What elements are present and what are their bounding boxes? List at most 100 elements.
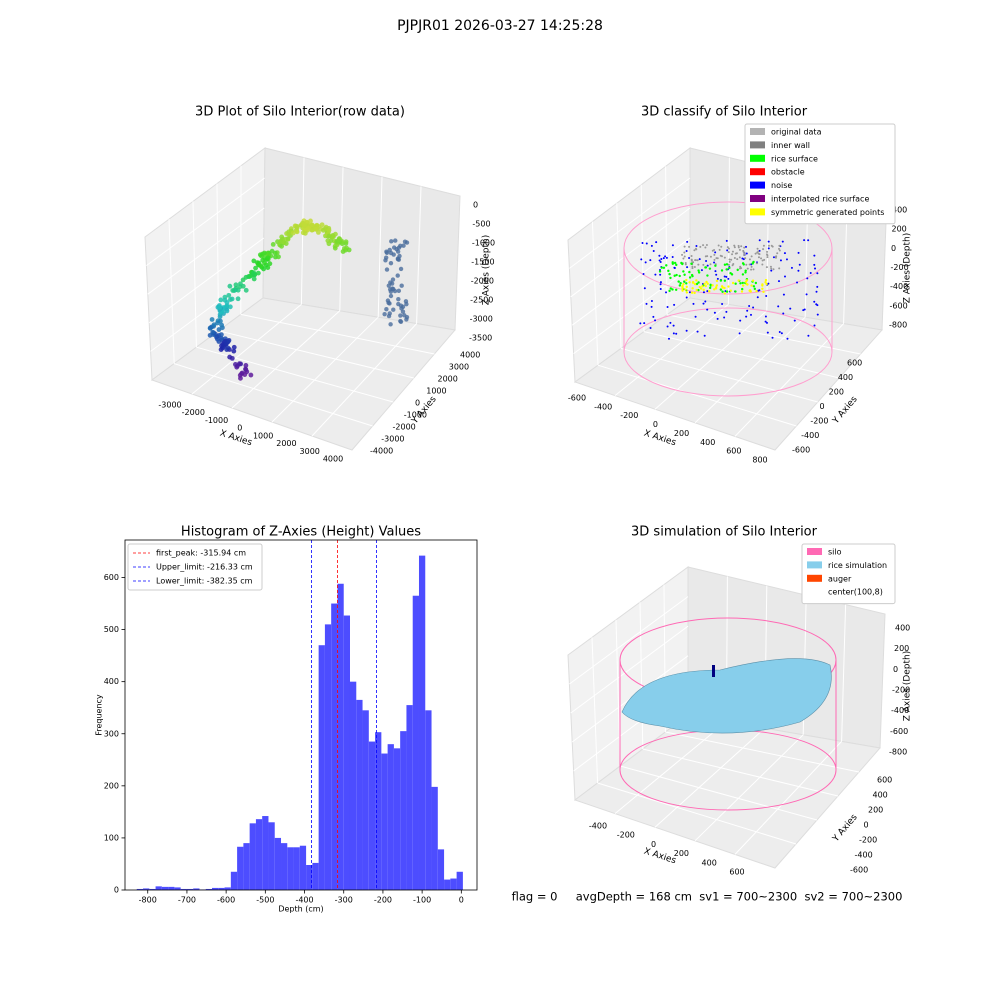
decor-point xyxy=(388,322,393,327)
yticks-label: 200 xyxy=(868,806,883,815)
pane-grid xyxy=(666,314,861,355)
decor-point xyxy=(704,284,707,288)
pane-grid xyxy=(416,186,422,324)
decor-point xyxy=(697,288,700,292)
xticks-label: -400 xyxy=(589,822,607,831)
decor-point xyxy=(706,290,709,293)
pane-grid xyxy=(570,625,689,714)
decor-point xyxy=(765,266,768,269)
zticks-label: -3500 xyxy=(469,334,492,343)
decor-point xyxy=(262,260,267,266)
decor-point xyxy=(690,291,694,294)
pane-grid xyxy=(614,304,729,396)
decor-point xyxy=(762,244,765,247)
decor-point xyxy=(767,240,770,243)
decor-point xyxy=(681,284,684,288)
decor-point xyxy=(730,258,733,261)
bar xyxy=(444,879,451,890)
decor-point xyxy=(745,252,748,255)
decor-point xyxy=(726,246,729,249)
decor-point xyxy=(697,263,700,266)
decor-point xyxy=(725,275,728,278)
decor-point xyxy=(720,245,723,248)
pane-floor xyxy=(573,714,881,869)
decor-point xyxy=(325,238,331,244)
decor-point xyxy=(725,310,728,313)
zticks-label: -200 xyxy=(891,263,909,272)
decor-point xyxy=(290,230,296,236)
pane-grid xyxy=(597,782,797,845)
decor-point xyxy=(706,274,709,277)
legend-swatch xyxy=(750,141,765,149)
decor-point xyxy=(719,279,723,282)
decor-point xyxy=(763,258,766,261)
decor-point xyxy=(673,274,676,277)
decor-point xyxy=(300,230,306,236)
pane-grid xyxy=(311,323,417,437)
xticks-label: -1000 xyxy=(205,416,228,425)
bar xyxy=(362,710,369,890)
pane-grid xyxy=(642,748,839,797)
legend-swatch xyxy=(750,154,765,162)
decor-point xyxy=(692,302,695,305)
decor-point xyxy=(741,262,745,265)
decor-point xyxy=(227,283,233,289)
decor-point xyxy=(809,271,812,274)
legend-label: first_peak: -315.94 cm xyxy=(156,549,246,558)
decor-point xyxy=(767,247,770,250)
decor-point xyxy=(781,240,784,243)
decor-point xyxy=(727,251,730,254)
x-tick-label: -500 xyxy=(256,896,274,905)
decor-point xyxy=(398,313,403,318)
legend-label: inner wall xyxy=(771,141,810,150)
decor-point xyxy=(340,249,346,254)
decor-point xyxy=(227,354,233,360)
decor-point xyxy=(671,256,674,259)
decor-point xyxy=(659,283,662,286)
decor-point xyxy=(695,248,698,251)
z-axis-label: Z Axies (Depth) xyxy=(903,233,913,304)
decor-point xyxy=(693,265,696,268)
decor-point xyxy=(388,293,394,299)
decor-point xyxy=(739,265,742,268)
title: 3D classify of Silo Interior xyxy=(641,105,808,120)
decor-point xyxy=(807,239,810,242)
decor-point xyxy=(764,315,767,318)
zticks-label: -600 xyxy=(890,301,908,310)
decor-point xyxy=(320,227,326,233)
decor-point xyxy=(233,361,238,367)
decor-point xyxy=(252,272,258,277)
decor-point xyxy=(399,283,404,288)
decor-point xyxy=(778,249,781,252)
pane-grid xyxy=(620,347,818,403)
x-axis-label: X Axies xyxy=(218,429,253,449)
xticks-label: 3000 xyxy=(300,447,320,456)
decor-point xyxy=(398,266,404,272)
bar xyxy=(218,887,225,890)
bar xyxy=(143,888,150,890)
bar xyxy=(274,837,282,890)
decor-point xyxy=(772,268,775,271)
decor-point xyxy=(723,256,726,259)
decor-point xyxy=(708,290,711,293)
decor-point xyxy=(796,281,799,284)
decor-point xyxy=(691,281,695,285)
decor-point xyxy=(224,308,230,314)
bar xyxy=(393,748,401,890)
decor-point xyxy=(685,249,688,252)
decor-point xyxy=(699,287,703,290)
bar xyxy=(149,888,156,890)
decor-point xyxy=(734,252,737,255)
zticks-label: -400 xyxy=(890,282,908,291)
decor-point xyxy=(694,315,697,318)
decor-point xyxy=(693,291,696,295)
xticks-label: 200 xyxy=(674,429,689,438)
decor-point xyxy=(395,249,401,254)
decor-point xyxy=(764,320,767,323)
decor-point xyxy=(660,257,663,260)
decor-point xyxy=(737,279,740,282)
decor-point xyxy=(682,257,685,260)
legend-label: center(100,8) xyxy=(828,588,883,597)
decor-point xyxy=(706,255,709,258)
decor-point xyxy=(225,345,231,351)
